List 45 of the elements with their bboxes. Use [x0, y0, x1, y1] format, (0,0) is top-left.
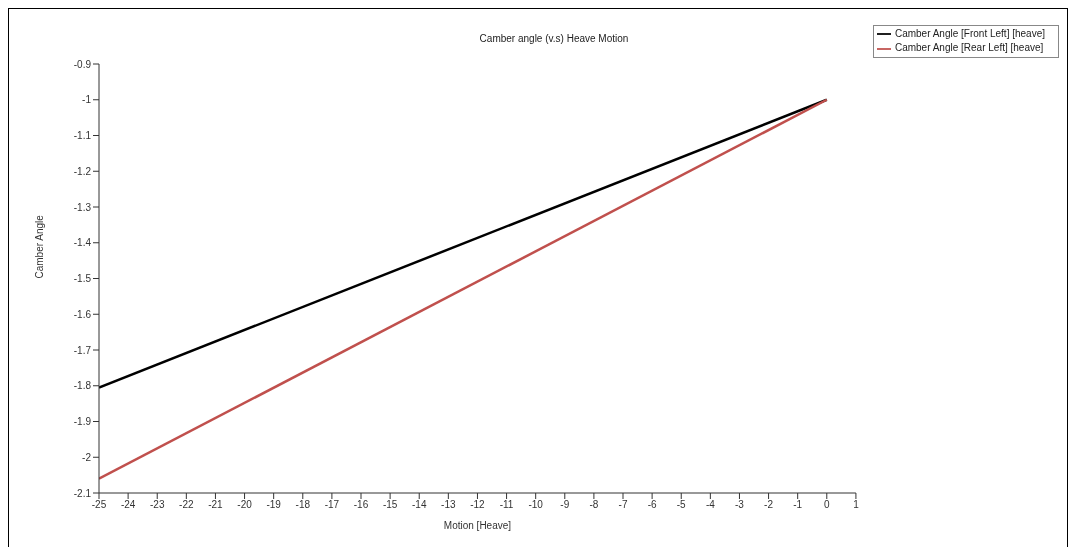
y-tick-label: -1.3 — [73, 201, 92, 213]
x-tick-label: -20 — [237, 499, 253, 511]
x-tick-label: -14 — [412, 499, 427, 511]
legend-label: Camber Angle [Front Left] [heave] — [894, 28, 1045, 39]
y-tick-label: -1 — [82, 94, 92, 106]
x-tick-label: -25 — [91, 499, 107, 511]
y-tick-label: -1.2 — [73, 165, 92, 177]
x-tick-label: -2 — [764, 499, 774, 511]
y-tick-label: -1.8 — [73, 380, 92, 392]
x-tick-label: -12 — [470, 499, 486, 511]
x-tick-label: -13 — [441, 499, 457, 511]
y-axis-title: Camber Angle — [33, 214, 45, 279]
x-tick-label: -5 — [676, 499, 687, 511]
y-tick-label: -1.6 — [73, 308, 92, 320]
x-tick-label: -15 — [382, 499, 398, 511]
x-tick-label: -9 — [560, 499, 570, 511]
legend-label: Camber Angle [Rear Left] [heave] — [894, 42, 1044, 54]
x-tick-label: -7 — [618, 499, 628, 511]
y-tick-label: -1.7 — [73, 344, 92, 356]
x-tick-label: -3 — [735, 499, 745, 511]
x-tick-label: -22 — [179, 499, 194, 511]
chart-title: Camber angle (v.s) Heave Motion — [479, 33, 629, 44]
x-tick-label: -16 — [353, 499, 369, 511]
y-tick-label: -0.9 — [73, 58, 92, 70]
x-tick-label: 1 — [853, 499, 860, 511]
x-tick-label: -4 — [705, 499, 716, 511]
x-tick-label: -19 — [266, 499, 282, 511]
x-tick-label: -6 — [647, 499, 657, 511]
x-tick-label: -10 — [528, 499, 544, 511]
x-tick-label: -21 — [208, 499, 224, 511]
y-tick-label: -1.9 — [73, 416, 92, 428]
x-tick-label: -1 — [793, 499, 803, 511]
x-tick-label: 0 — [824, 499, 831, 511]
x-tick-label: -24 — [120, 499, 136, 511]
x-tick-label: -8 — [589, 499, 599, 511]
x-tick-label: -23 — [150, 499, 165, 511]
y-tick-label: -1.4 — [73, 237, 92, 249]
x-tick-label: -17 — [324, 499, 340, 511]
y-tick-label: -1.5 — [73, 273, 92, 285]
y-tick-label: -2.1 — [73, 487, 92, 499]
y-tick-label: -2 — [82, 451, 92, 463]
x-tick-label: -11 — [499, 499, 514, 511]
x-axis-title: Motion [Heave] — [443, 520, 512, 531]
x-tick-label: -18 — [295, 499, 311, 511]
y-tick-label: -1.1 — [73, 130, 92, 142]
